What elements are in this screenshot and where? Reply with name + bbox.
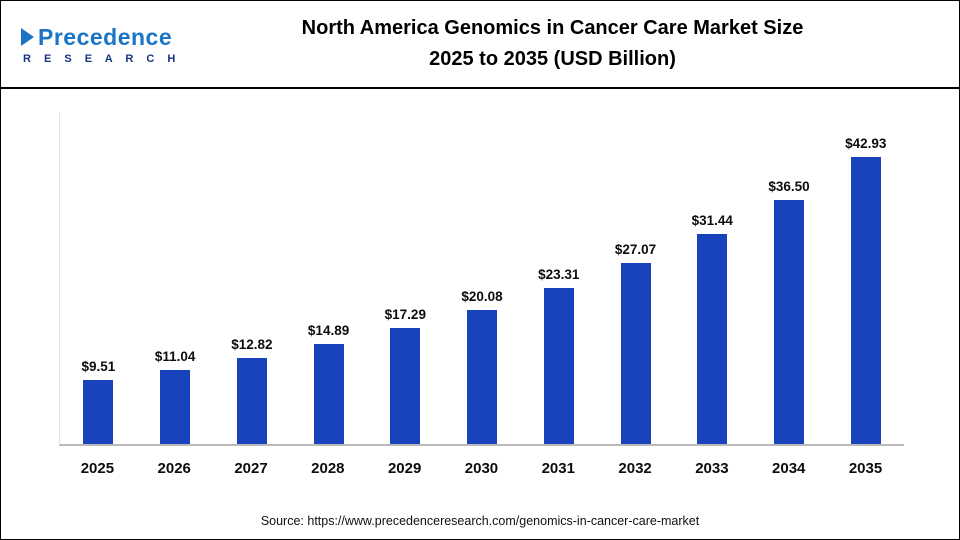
- x-tick-label: 2029: [387, 460, 422, 477]
- logo-name: Precedence: [38, 23, 173, 50]
- bar-group: $9.51: [60, 359, 137, 444]
- bar-value-label: $9.51: [81, 359, 116, 374]
- x-tick-label: 2030: [464, 460, 499, 477]
- x-tick-label: 2025: [80, 460, 115, 477]
- x-tick-label: 2032: [618, 460, 652, 477]
- bar-group: $36.50: [751, 179, 828, 444]
- bar: [160, 370, 191, 444]
- logo-subtitle: R E S E A R C H: [23, 52, 181, 65]
- bar-value-label: $27.07: [614, 242, 657, 257]
- bar: [543, 288, 574, 444]
- logo-triangle-icon: [21, 28, 34, 46]
- x-tick-label: 2026: [157, 460, 191, 477]
- bar-chart: $9.51 $11.04 $12.82 $14.89 $17.29 $20.08 $23.3…: [59, 113, 904, 477]
- bar-value-label: $11.04: [154, 349, 196, 364]
- bar: [620, 263, 651, 444]
- bar-value-label: $36.50: [768, 179, 810, 194]
- bar: [467, 310, 498, 444]
- bar-group: $14.89: [290, 323, 367, 444]
- x-axis-labels: 2025 2026 2027 2028 2029 2030 2031 2032 2033 2034…: [59, 446, 904, 477]
- chart-title: North America Genomics in Cancer Care Ma…: [190, 13, 945, 75]
- bar-group: $42.93: [827, 136, 904, 444]
- precedence-logo: Precedence R E S E A R C H: [15, 24, 190, 65]
- x-tick-label: 2031: [541, 460, 575, 477]
- bar-group: $23.31: [520, 267, 597, 444]
- bar: [313, 344, 344, 444]
- bar: [850, 157, 881, 444]
- x-tick-label: 2028: [311, 460, 345, 477]
- bar-group: $20.08: [444, 289, 521, 444]
- source-line: Source: https://www.precedenceresearch.c…: [260, 514, 700, 528]
- x-tick-label: 2035: [848, 460, 883, 477]
- x-tick-label: 2034: [772, 460, 806, 477]
- bar-value-label: $23.31: [538, 267, 580, 282]
- bar-value-label: $14.89: [307, 323, 350, 338]
- bar-group: $27.07: [597, 242, 674, 444]
- bar-value-label: $42.93: [845, 136, 887, 151]
- bar: [83, 380, 114, 444]
- bar: [236, 358, 267, 444]
- chart-title-line1: North America Genomics in Cancer Care Ma…: [301, 17, 804, 39]
- header: Precedence R E S E A R C H North America…: [1, 1, 959, 89]
- bar-value-label: $20.08: [461, 289, 503, 304]
- bar-value-label: $17.29: [384, 307, 426, 322]
- chart-title-line2: 2025 to 2035 (USD Billion): [429, 48, 676, 70]
- bar-group: $31.44: [674, 213, 751, 444]
- plot-area: $9.51 $11.04 $12.82 $14.89 $17.29 $20.08 $23.3…: [59, 113, 904, 446]
- x-tick-label: 2027: [234, 460, 268, 477]
- bar-group: $17.29: [367, 307, 444, 444]
- bar: [697, 234, 728, 444]
- bar-value-label: $12.82: [231, 337, 273, 352]
- bar: [773, 200, 804, 444]
- bar: [390, 328, 421, 444]
- x-tick-label: 2033: [695, 460, 729, 477]
- bar-value-label: $31.44: [691, 213, 733, 228]
- bar-group: $12.82: [213, 337, 290, 444]
- bar-group: $11.04: [137, 349, 214, 444]
